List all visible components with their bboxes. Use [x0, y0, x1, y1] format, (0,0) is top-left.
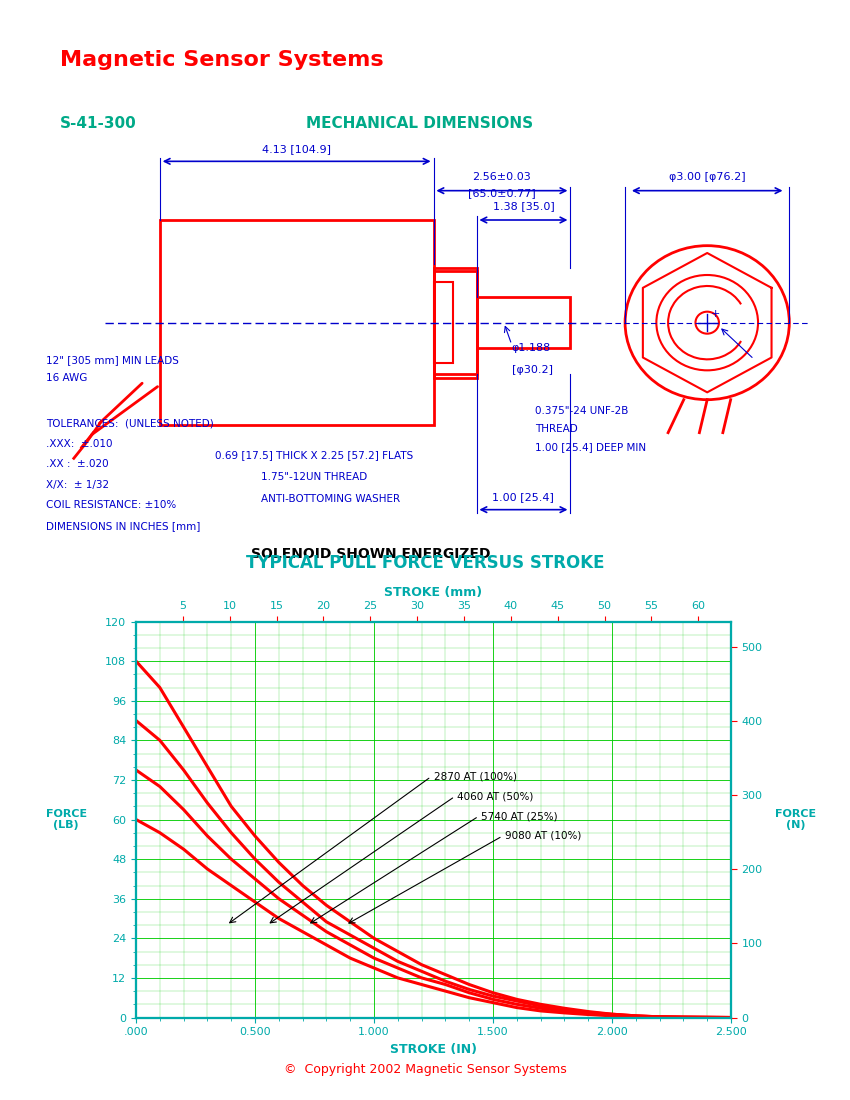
- Bar: [477, 297, 570, 349]
- Bar: [434, 283, 453, 363]
- Text: COIL RESISTANCE: ±10%: COIL RESISTANCE: ±10%: [47, 500, 177, 510]
- Text: 4.13 [104.9]: 4.13 [104.9]: [262, 144, 332, 154]
- Text: 12" [305 mm] MIN LEADS: 12" [305 mm] MIN LEADS: [47, 355, 179, 365]
- Text: DIMENSIONS IN INCHES [mm]: DIMENSIONS IN INCHES [mm]: [47, 520, 201, 530]
- Text: S-41-300: S-41-300: [60, 116, 136, 131]
- Text: .XX :  ±.020: .XX : ±.020: [47, 459, 109, 469]
- Text: 1.00 [25.4]: 1.00 [25.4]: [492, 493, 554, 503]
- Text: 2870 AT (100%): 2870 AT (100%): [434, 771, 517, 782]
- Text: ©  Copyright 2002 Magnetic Sensor Systems: © Copyright 2002 Magnetic Sensor Systems: [284, 1063, 566, 1076]
- Text: TYPICAL PULL FORCE VERSUS STROKE: TYPICAL PULL FORCE VERSUS STROKE: [246, 554, 604, 572]
- Text: 2.56±0.03: 2.56±0.03: [473, 172, 531, 182]
- Text: X/X:  ± 1/32: X/X: ± 1/32: [47, 480, 110, 490]
- Text: φ1.188: φ1.188: [512, 343, 551, 353]
- Text: 4060 AT (50%): 4060 AT (50%): [457, 791, 534, 802]
- Text: .XXX:  ±.010: .XXX: ±.010: [47, 439, 113, 449]
- Bar: [160, 220, 434, 426]
- Text: TOLERANCES:  (UNLESS NOTED): TOLERANCES: (UNLESS NOTED): [47, 418, 214, 428]
- Text: SOLENOID SHOWN ENERGIZED: SOLENOID SHOWN ENERGIZED: [252, 547, 490, 561]
- Y-axis label: FORCE
(N): FORCE (N): [775, 808, 817, 830]
- Text: 0.375"-24 UNF-2B: 0.375"-24 UNF-2B: [536, 406, 628, 416]
- Text: 5740 AT (25%): 5740 AT (25%): [481, 811, 558, 822]
- Text: Magnetic Sensor Systems: Magnetic Sensor Systems: [60, 50, 383, 69]
- Text: 1.38 [35.0]: 1.38 [35.0]: [492, 201, 554, 211]
- Text: 0.69 [17.5] THICK X 2.25 [57.2] FLATS: 0.69 [17.5] THICK X 2.25 [57.2] FLATS: [214, 450, 413, 460]
- Text: MECHANICAL DIMENSIONS: MECHANICAL DIMENSIONS: [306, 116, 533, 131]
- Bar: [434, 267, 477, 377]
- Bar: [434, 272, 477, 374]
- Text: THREAD: THREAD: [536, 424, 578, 434]
- Text: 1.00 [25.4] DEEP MIN: 1.00 [25.4] DEEP MIN: [536, 442, 646, 452]
- Text: 1.75"-12UN THREAD: 1.75"-12UN THREAD: [262, 472, 368, 482]
- Text: φ3.00 [φ76.2]: φ3.00 [φ76.2]: [669, 172, 745, 182]
- Text: [65.0±0.77]: [65.0±0.77]: [468, 188, 536, 198]
- Text: 16 AWG: 16 AWG: [47, 373, 88, 383]
- X-axis label: STROKE (mm): STROKE (mm): [384, 585, 483, 598]
- Text: [φ30.2]: [φ30.2]: [512, 365, 552, 375]
- Y-axis label: FORCE
(LB): FORCE (LB): [46, 808, 87, 830]
- X-axis label: STROKE (IN): STROKE (IN): [390, 1043, 477, 1056]
- Text: ANTI-BOTTOMING WASHER: ANTI-BOTTOMING WASHER: [262, 494, 400, 504]
- Text: 9080 AT (10%): 9080 AT (10%): [505, 830, 581, 842]
- Text: +: +: [711, 309, 721, 319]
